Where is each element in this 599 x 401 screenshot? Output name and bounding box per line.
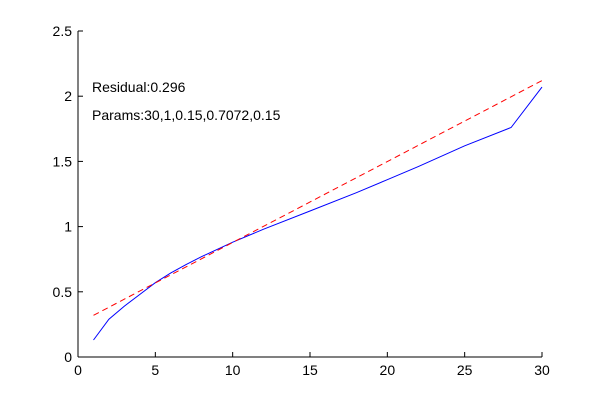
x-tick-label: 30 bbox=[534, 362, 550, 378]
residual-annotation: Residual:0.296 bbox=[92, 79, 186, 95]
x-tick-label: 0 bbox=[74, 362, 82, 378]
x-tick-label: 15 bbox=[302, 362, 318, 378]
y-tick-label: 2.5 bbox=[53, 23, 73, 39]
data-line-solid bbox=[93, 86, 543, 341]
x-tick-label: 20 bbox=[380, 362, 396, 378]
y-tick-label: 2 bbox=[64, 88, 72, 104]
series-layer bbox=[93, 80, 543, 341]
axes: 0 5 10 15 20 25 30 0 0.5 1 1.5 2 2.5 bbox=[53, 23, 550, 378]
x-tick-label: 10 bbox=[225, 362, 241, 378]
params-annotation: Params:30,1,0.15,0.7072,0.15 bbox=[92, 107, 281, 123]
y-tick-label: 1 bbox=[64, 219, 72, 235]
y-tick-label: 1.5 bbox=[53, 153, 73, 169]
annotations: Residual:0.296 Params:30,1,0.15,0.7072,0… bbox=[92, 79, 281, 123]
x-tick-label: 25 bbox=[457, 362, 473, 378]
x-tick-label: 5 bbox=[151, 362, 159, 378]
fit-line-dashed bbox=[93, 80, 543, 316]
y-tick-label: 0.5 bbox=[53, 284, 73, 300]
y-tick-label: 0 bbox=[64, 349, 72, 365]
